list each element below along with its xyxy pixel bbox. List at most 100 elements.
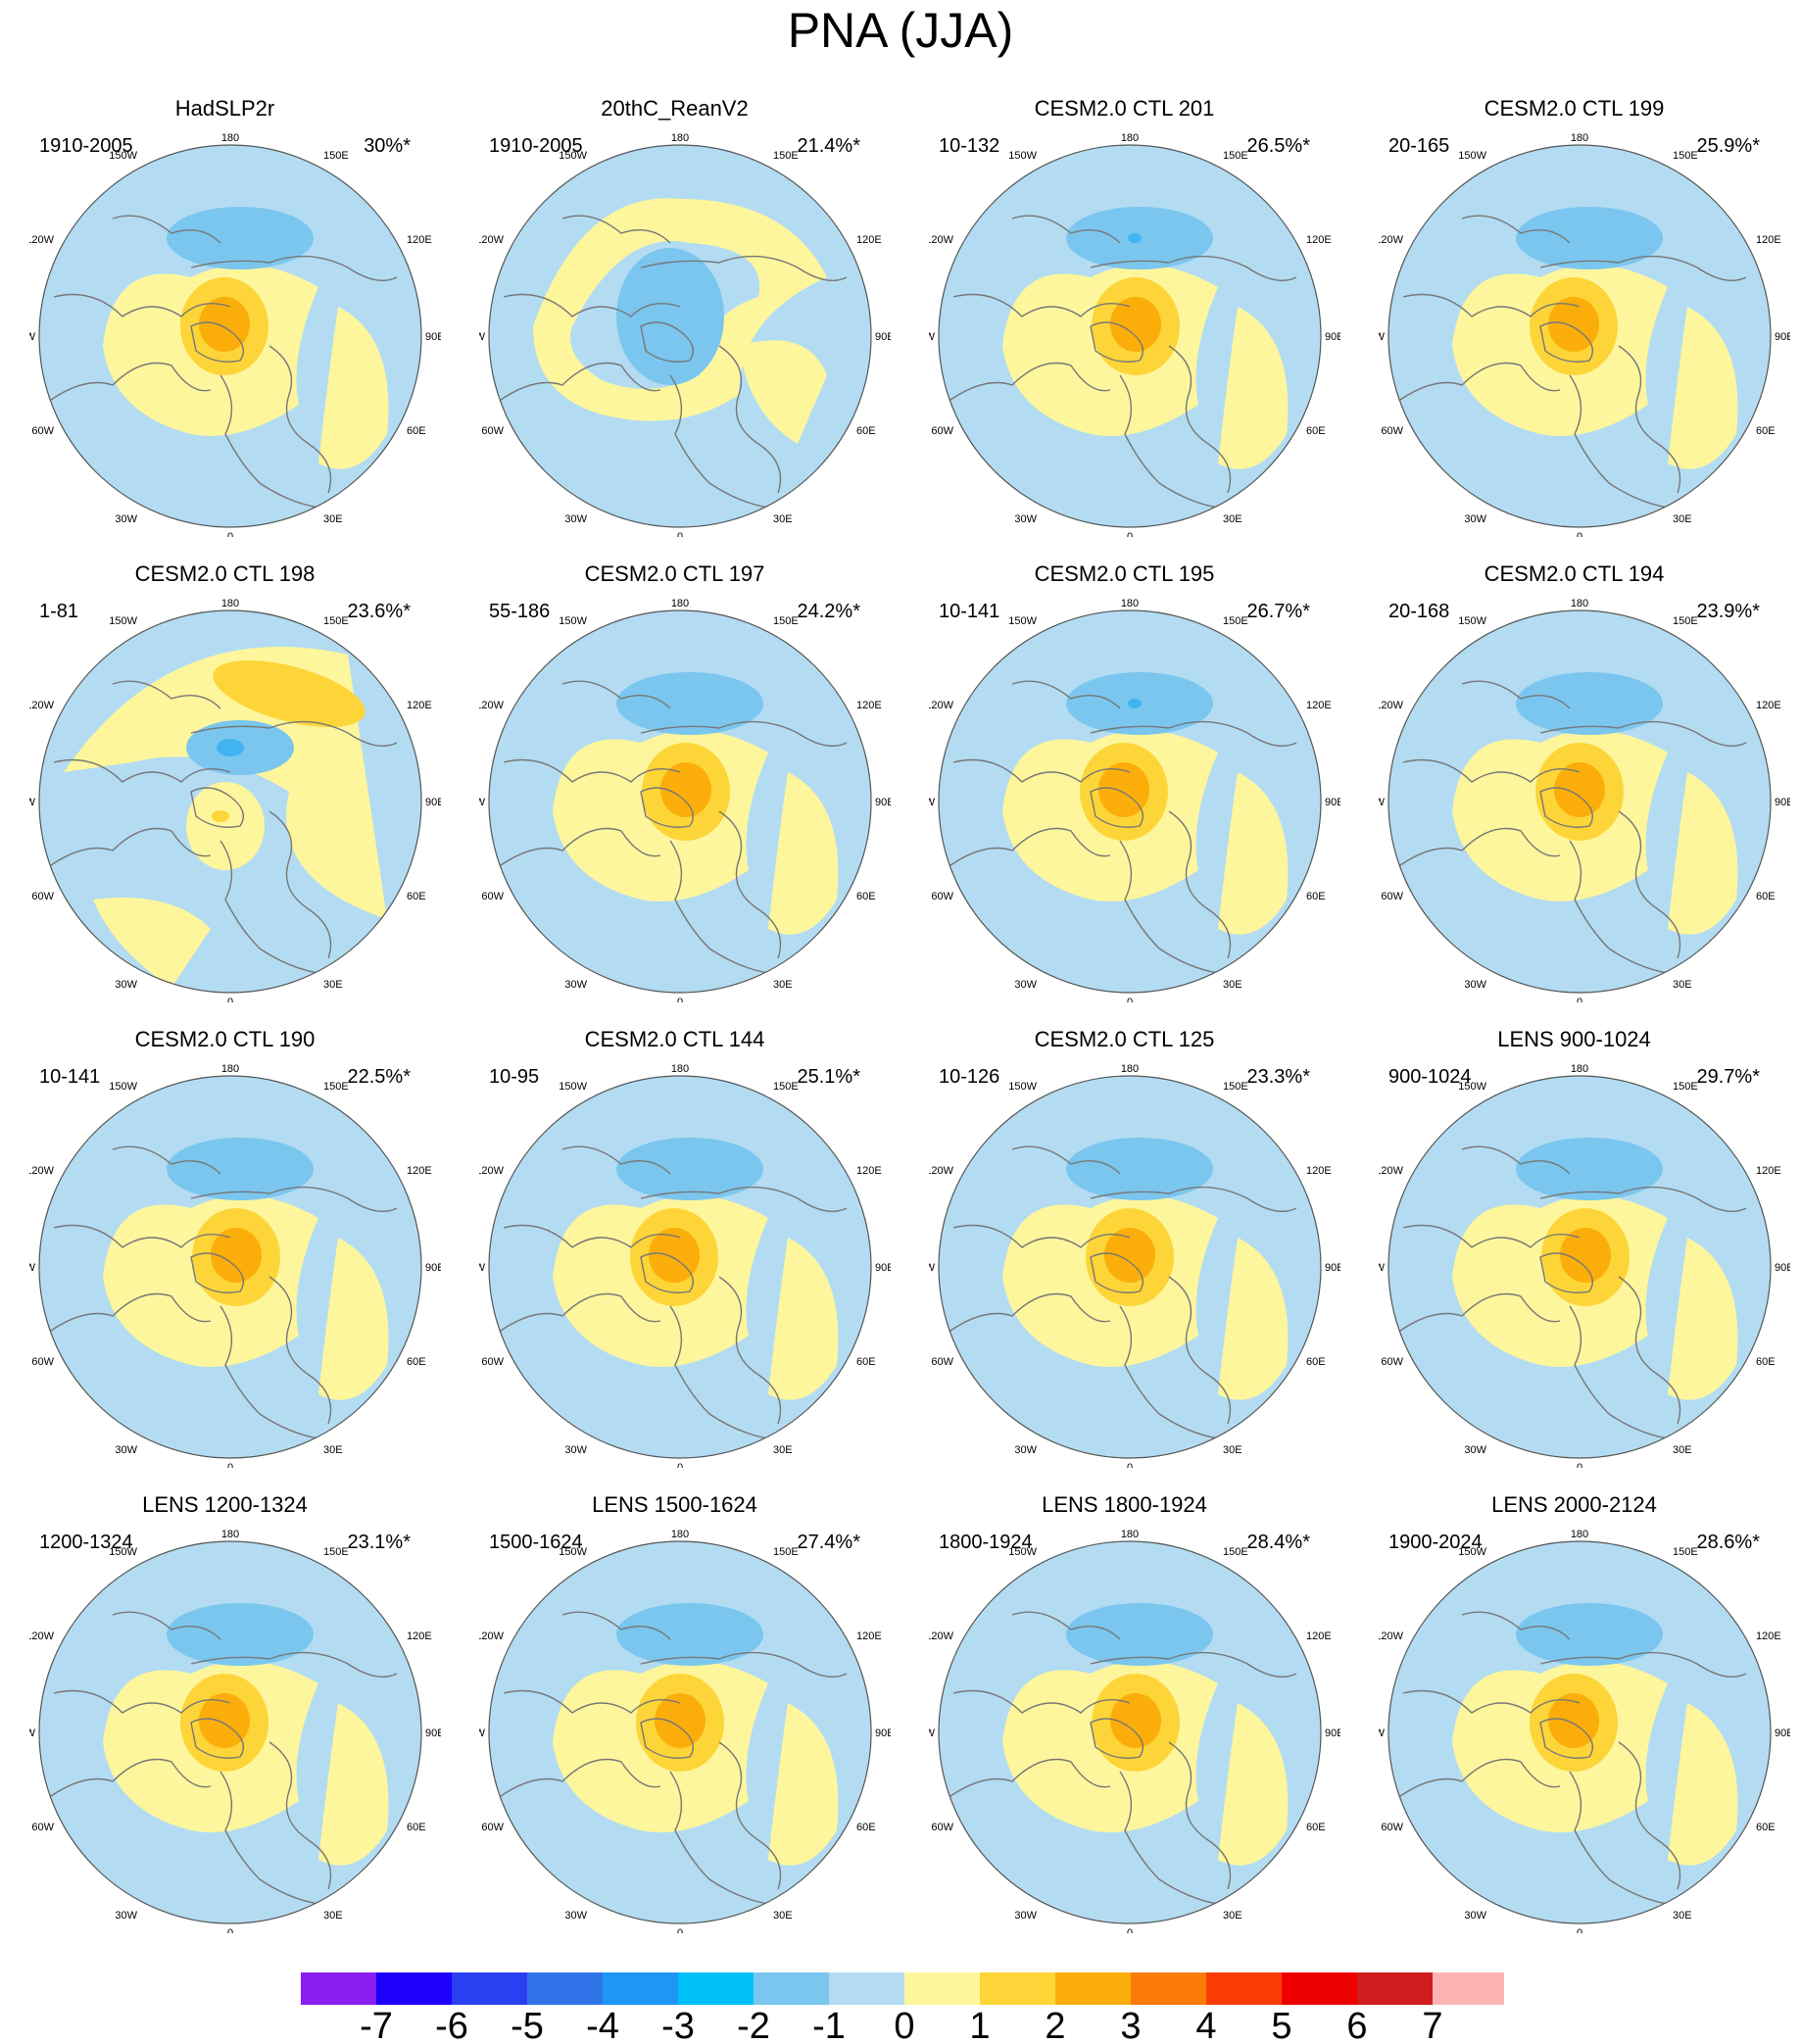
anomaly-field <box>103 207 389 469</box>
anomaly-field <box>103 1138 389 1400</box>
longitude-label: 90W <box>479 797 486 808</box>
coastline <box>1539 321 1593 363</box>
longitude-label: 120W <box>479 700 505 711</box>
coastline <box>669 374 769 509</box>
longitude-label: 0 <box>227 1927 233 1933</box>
longitude-label: 120E <box>856 234 882 246</box>
coastline <box>1402 1224 1581 1248</box>
map-panel: LENS 900-1024 900-1024 29.7%* 180 0 90W 90E 150… <box>1349 931 1799 1468</box>
longitude-label: 90E <box>425 331 441 343</box>
coastline <box>219 840 319 974</box>
polar-map: 180 0 90W 90E 150W 120W 150E 120E 60W 30W 60E 30E <box>479 1063 891 1468</box>
colorbar-tick-label: -3 <box>661 2006 695 2043</box>
coastline <box>1539 1651 1747 1678</box>
coastline <box>1392 827 1561 871</box>
panel-title: CESM2.0 CTL 201 <box>1034 96 1215 121</box>
panel-period: 10-126 <box>939 1066 1000 1088</box>
coastline <box>1539 255 1747 281</box>
longitude-label: 30E <box>323 513 343 525</box>
longitude-label: 120E <box>407 234 432 246</box>
longitude-label: 180 <box>671 132 689 144</box>
coastline <box>1539 1718 1593 1759</box>
map-border <box>1387 1540 1772 1924</box>
colorbar-swatch <box>1357 1972 1433 2005</box>
coastline <box>219 1305 319 1439</box>
coastline <box>718 345 782 494</box>
coastline <box>669 1771 769 1905</box>
longitude-label: 120W <box>929 234 954 246</box>
longitude-label: 0 <box>227 997 233 1002</box>
coastline <box>53 1689 231 1714</box>
coastline <box>112 680 221 709</box>
longitude-label: 60W <box>1381 425 1403 437</box>
longitude-label: 30E <box>323 979 343 991</box>
longitude-label: 180 <box>1121 1063 1139 1075</box>
longitude-label: 180 <box>221 1063 239 1075</box>
coastline <box>561 680 671 709</box>
longitude-label: 60E <box>407 891 426 902</box>
longitude-label: 90W <box>1379 1262 1386 1274</box>
panel-variance-explained: 28.6%* <box>1696 1532 1761 1553</box>
longitude-label: 180 <box>221 1529 239 1540</box>
figure-title: PNA (JJA) <box>787 3 1014 58</box>
panel-title: CESM2.0 CTL 125 <box>1034 1027 1215 1051</box>
longitude-label: 60W <box>1381 891 1403 902</box>
polar-map: 180 0 90W 90E 150W 120W 150E 120E 60W 30W 60E 30E <box>479 598 891 1002</box>
map-panel: CESM2.0 CTL 144 10-95 25.1%* 180 0 90W 90E 150W… <box>450 931 900 1468</box>
longitude-label: 60E <box>407 425 426 437</box>
longitude-label: 60W <box>931 1356 953 1368</box>
panel-period: 1-81 <box>39 601 79 622</box>
coastline <box>268 810 332 959</box>
longitude-label: 90W <box>929 797 936 808</box>
longitude-label: 180 <box>1121 598 1139 609</box>
coastline <box>503 1224 681 1248</box>
longitude-label: 90E <box>875 1728 891 1739</box>
coastline <box>1119 840 1219 974</box>
longitude-label: 30E <box>773 979 793 991</box>
coastline <box>1011 1145 1121 1175</box>
colorbar-swatch <box>1282 1972 1357 2005</box>
panel-period: 20-168 <box>1388 601 1450 622</box>
longitude-label: 120E <box>1306 1630 1332 1642</box>
longitude-label: 30E <box>773 513 793 525</box>
longitude-label: 90E <box>1775 797 1790 808</box>
panel-variance-explained: 22.5%* <box>347 1066 412 1088</box>
longitude-label: 30W <box>564 1444 587 1456</box>
longitude-label: 30W <box>1464 513 1486 525</box>
longitude-label: 60E <box>1756 1822 1776 1833</box>
coastline <box>1011 1611 1121 1640</box>
longitude-label: 30E <box>773 1910 793 1922</box>
colorbar-tick-label: 0 <box>894 2006 914 2043</box>
longitude-label: 150W <box>559 1546 587 1558</box>
coastline <box>493 362 661 406</box>
longitude-label: 180 <box>671 1529 689 1540</box>
coastline <box>112 215 221 244</box>
coastline <box>53 1224 231 1248</box>
longitude-label: 90E <box>425 1728 441 1739</box>
longitude-label: 150W <box>1458 1546 1486 1558</box>
longitude-label: 0 <box>1577 531 1582 537</box>
longitude-label: 60E <box>856 891 876 902</box>
coastline <box>1090 787 1144 828</box>
map-panel: CESM2.0 CTL 195 10-141 26.7%* 180 0 90W 90E 150… <box>900 465 1349 1002</box>
longitude-label: 90W <box>1379 331 1386 343</box>
longitude-label: 90E <box>875 797 891 808</box>
panel-variance-explained: 23.9%* <box>1696 601 1761 622</box>
longitude-label: 30W <box>115 513 137 525</box>
coastline <box>1402 1689 1581 1714</box>
panel-title: CESM2.0 CTL 197 <box>584 561 765 586</box>
polar-map: 180 0 90W 90E 150W 120W 150E 120E 60W 30W 60E 30E <box>29 1063 441 1468</box>
longitude-label: 60E <box>1306 425 1326 437</box>
coastline <box>718 1276 782 1425</box>
coastline <box>640 1186 848 1212</box>
longitude-label: 120E <box>407 1630 432 1642</box>
coastline <box>190 720 398 747</box>
map-panel: CESM2.0 CTL 197 55-186 24.2%* 180 0 90W 90E 150… <box>450 465 900 1002</box>
map-border <box>488 1075 872 1459</box>
longitude-label: 150E <box>1223 150 1248 162</box>
longitude-label: 60W <box>1381 1822 1403 1833</box>
coastline <box>1090 720 1297 747</box>
coastline <box>53 758 231 783</box>
longitude-label: 0 <box>1577 997 1582 1002</box>
longitude-label: 120W <box>1379 1630 1404 1642</box>
